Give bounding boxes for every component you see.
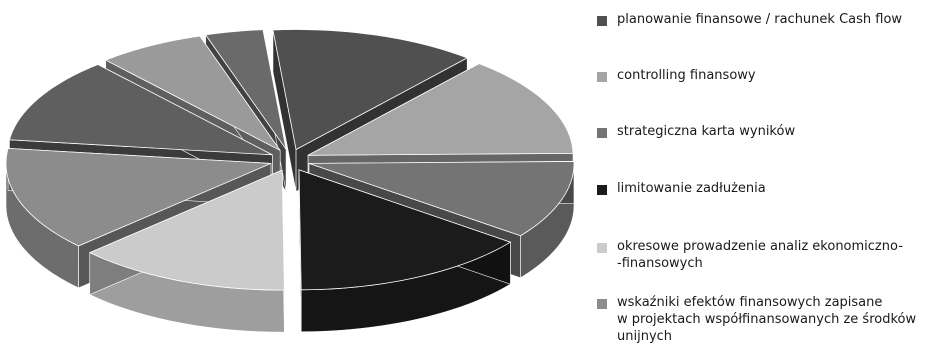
pie-slice-3-top: [308, 161, 575, 237]
legend-swatch: [597, 128, 607, 138]
legend-swatch: [597, 299, 607, 309]
pie-slice-9-top: [204, 29, 287, 150]
legend-label: strategiczna karta wyników: [617, 124, 796, 139]
chart-legend: planowanie finansowe / rachunek Cash flo…: [597, 0, 937, 351]
pie-slice-4: [298, 169, 512, 333]
pie-slice-8-top: [104, 35, 281, 151]
legend-label: planowanie finansowe / rachunek Cash flo…: [617, 12, 903, 27]
legend-swatch: [597, 185, 607, 195]
legend-label: wskaźniki efektów finansowych zapisane w…: [617, 295, 917, 344]
pie-slice-1-top: [272, 29, 469, 151]
pie-chart: [5, 29, 575, 333]
pie-slice-5: [88, 169, 285, 333]
pie-slice-4-top: [298, 169, 512, 291]
pie-slice-2-top: [307, 63, 574, 156]
legend-swatch: [597, 16, 607, 26]
legend-label: limitowanie zadłużenia: [617, 181, 766, 196]
pie-slice-7-top: [8, 64, 273, 156]
legend-item: strategiczna karta wyników: [597, 123, 935, 140]
legend-swatch: [597, 72, 607, 82]
legend-item: controlling finansowy: [597, 67, 935, 84]
pie-slice-6-top: [5, 147, 272, 247]
legend-label: controlling finansowy: [617, 68, 756, 83]
legend-swatch: [597, 243, 607, 253]
legend-label: okresowe prowadzenie analiz ekonomiczno-…: [617, 239, 903, 271]
legend-item: okresowe prowadzenie analiz ekonomiczno-…: [597, 238, 935, 272]
legend-item: limitowanie zadłużenia: [597, 180, 935, 197]
pie-slice-5-top: [88, 169, 285, 291]
legend-item: planowanie finansowe / rachunek Cash flo…: [597, 11, 935, 28]
legend-item: wskaźniki efektów finansowych zapisane w…: [597, 294, 935, 345]
